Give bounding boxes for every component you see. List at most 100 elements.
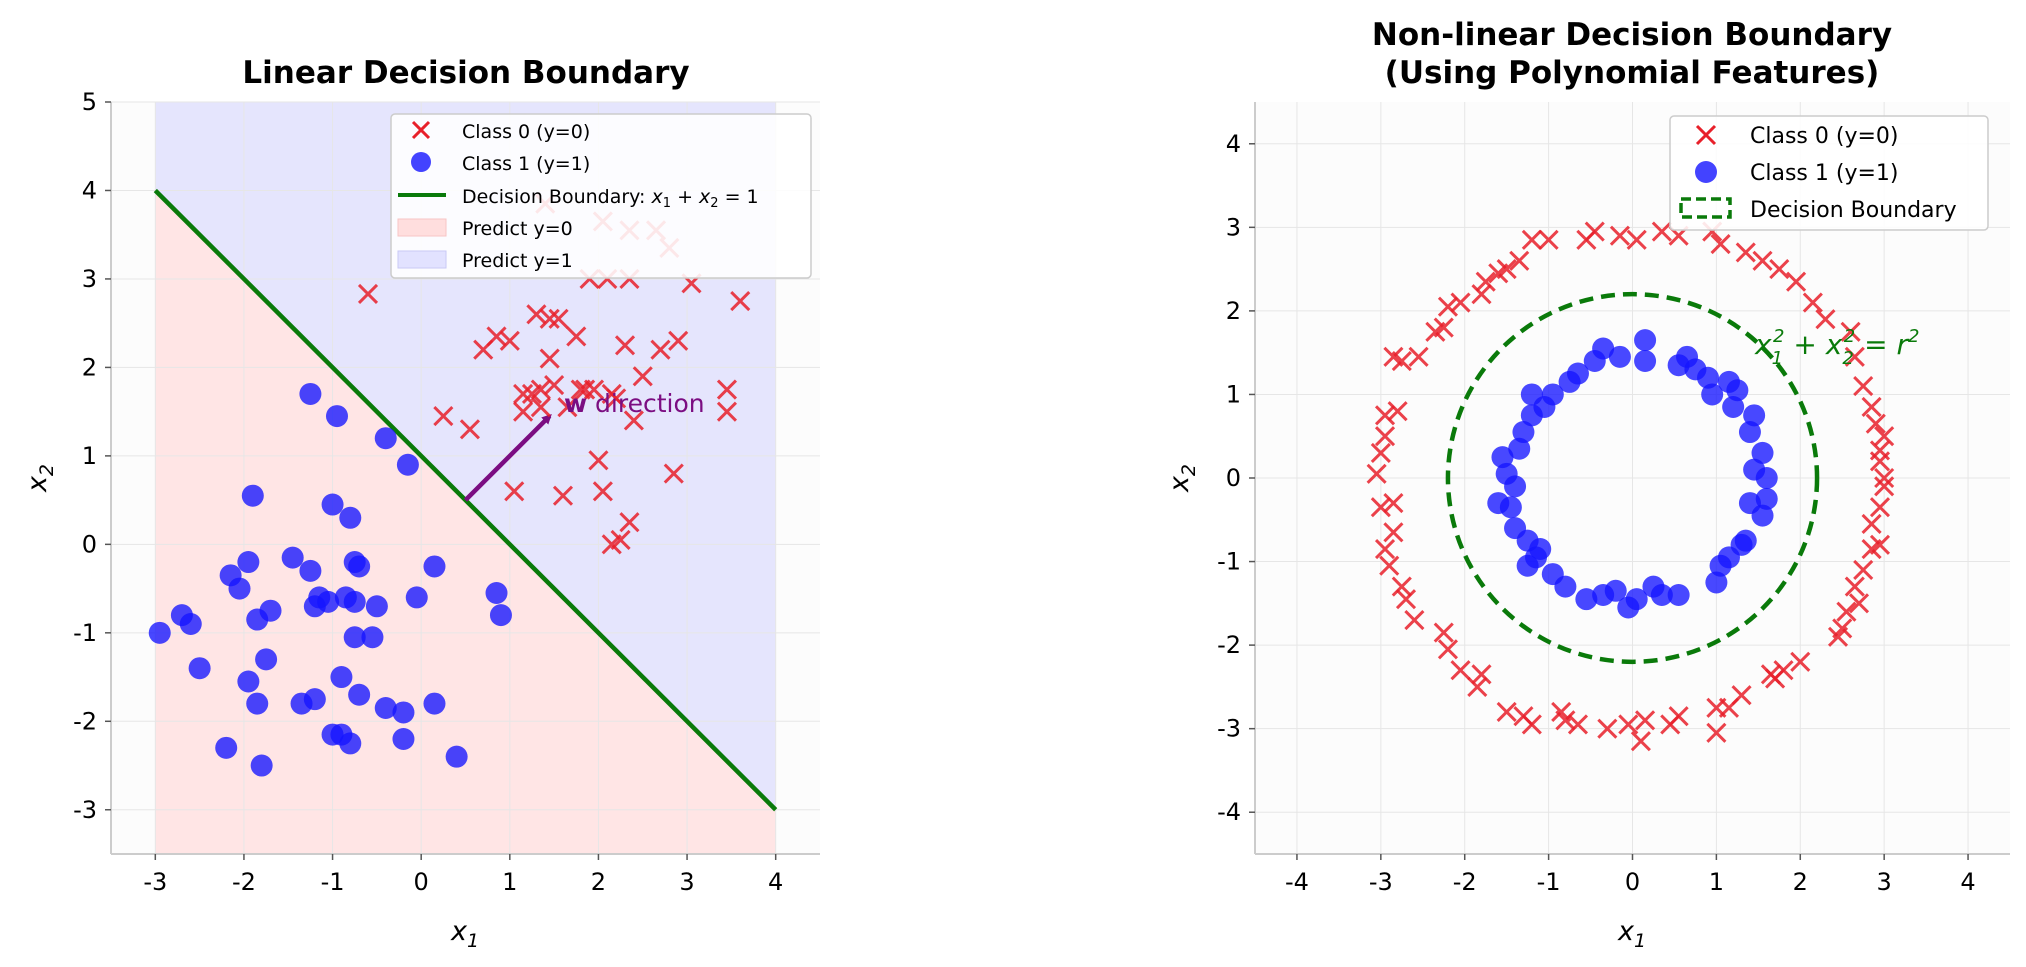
point-class0	[1832, 618, 1853, 639]
point-class0	[1706, 722, 1727, 743]
x-tick-label: 2	[1793, 868, 1808, 896]
point-class0	[1865, 413, 1886, 434]
point-class1	[1529, 538, 1552, 561]
point-class0	[1861, 513, 1882, 535]
point-class1	[1608, 345, 1631, 368]
legend-item-boundary: Decision Boundary	[1679, 197, 1957, 223]
point-class1	[339, 732, 362, 755]
point-class1	[259, 599, 282, 622]
point-class1	[1512, 421, 1535, 444]
point-class0	[1597, 718, 1618, 739]
point-class0	[1861, 396, 1882, 418]
decision-boundary-circle	[1445, 291, 1820, 665]
arrow-shaft	[463, 413, 552, 502]
point-class0	[1773, 660, 1794, 681]
point-class1	[299, 559, 322, 582]
x-tick-label: -2	[232, 868, 256, 896]
point-class1	[299, 382, 322, 405]
point-class1	[250, 754, 273, 777]
point-class1	[1705, 571, 1728, 594]
point-class0	[1853, 376, 1874, 397]
point-class0	[1374, 426, 1396, 447]
point-class0	[530, 397, 551, 418]
y-tick-label: 1	[82, 442, 97, 470]
point-class1	[405, 586, 428, 609]
point-class1	[392, 727, 415, 750]
point-class0	[1635, 710, 1656, 731]
point-class0	[1848, 593, 1870, 614]
point-class1	[246, 692, 269, 715]
point-class0	[499, 330, 520, 351]
x-tick-label: 1	[1709, 868, 1724, 896]
point-class1	[1667, 354, 1690, 377]
y-tick-label: 4	[1226, 130, 1241, 158]
point-class0	[1840, 321, 1861, 342]
point-class1	[330, 666, 353, 689]
point-class0	[1467, 676, 1488, 697]
x-tick-label: -3	[1369, 868, 1393, 896]
x-axis-label: x1	[1617, 916, 1646, 952]
point-class0	[1874, 467, 1895, 489]
point-class0	[566, 326, 587, 347]
x-tick-label: 3	[679, 868, 694, 896]
point-class0	[1521, 229, 1542, 250]
point-class1	[339, 506, 362, 529]
point-class0	[1844, 346, 1865, 367]
point-class1	[396, 453, 419, 476]
point-class0	[513, 383, 534, 405]
y-tick-label: 4	[82, 176, 97, 204]
legend-item-class1: Class 1 (y=1)	[411, 152, 590, 175]
x-tick-label: -4	[1285, 868, 1309, 896]
point-class0	[1874, 426, 1895, 447]
tick-labels: -3 -2 -1 0 1 2 3 4 -3 -2 -1 0 1 2 3 4 5	[73, 88, 783, 896]
point-class0	[1391, 576, 1412, 597]
point-class1	[1667, 583, 1690, 606]
point-class0	[1869, 497, 1891, 518]
point-class1	[1642, 575, 1665, 598]
point-class1	[1634, 350, 1657, 373]
legend-label-class1: Class 1 (y=1)	[462, 153, 590, 175]
point-class1	[1504, 517, 1527, 540]
point-class0	[1869, 451, 1891, 472]
point-class0	[1366, 463, 1387, 484]
point-class0	[530, 379, 551, 400]
y-tick-label: -3	[1217, 715, 1241, 743]
point-class1	[348, 555, 371, 578]
point-class1	[1583, 350, 1606, 373]
point-class0	[1752, 250, 1773, 271]
point-class1	[1604, 579, 1627, 602]
y-axis-label: x2	[22, 464, 58, 493]
tick-labels: -4 -3 -2 -1 0 1 2 3 4 -4 -3 -2 -1 0 1 2 3 4	[1217, 130, 1976, 896]
point-class1	[485, 582, 508, 605]
point-class0	[1710, 233, 1731, 255]
point-class0	[1651, 221, 1672, 242]
point-class1	[374, 427, 397, 450]
point-class0	[1408, 346, 1429, 367]
point-class0	[1395, 589, 1417, 610]
axes	[110, 102, 820, 855]
point-class0	[1844, 576, 1865, 597]
point-class1	[148, 621, 171, 644]
point-class1	[374, 697, 397, 720]
boundary-circle	[1445, 291, 1820, 665]
point-class1	[255, 648, 278, 671]
y-tick-label: 3	[1226, 213, 1241, 241]
point-class0	[650, 339, 671, 360]
data-points	[1366, 221, 1895, 752]
point-class1	[343, 590, 366, 613]
point-class0	[1815, 309, 1836, 330]
point-class1	[1491, 446, 1514, 469]
legend-item-boundary: Decision Boundary: x1 + x2 = 1	[398, 186, 759, 211]
y-tick-label: 0	[1226, 464, 1241, 492]
point-class0	[1496, 701, 1517, 723]
point-class1	[361, 626, 384, 649]
y-tick-label: -2	[73, 707, 97, 735]
point-class0	[1735, 242, 1756, 263]
point-class0	[1576, 229, 1597, 250]
point-class0	[1471, 664, 1492, 685]
point-class0	[1370, 442, 1391, 463]
point-class0	[1383, 346, 1404, 367]
legend-label-class0: Class 0 (y=0)	[462, 121, 590, 143]
region-predict-0	[155, 190, 776, 854]
point-class0	[1370, 497, 1391, 518]
